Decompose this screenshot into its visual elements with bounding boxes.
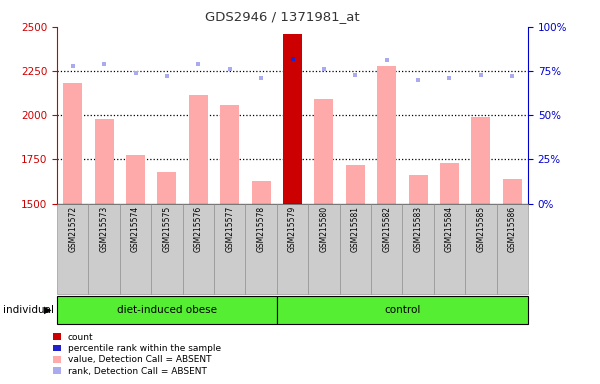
Text: diet-induced obese: diet-induced obese [117, 305, 217, 315]
Bar [314, 99, 334, 204]
Bar [245, 204, 277, 294]
Text: GSM215574: GSM215574 [131, 206, 140, 252]
Legend: count, percentile rank within the sample, value, Detection Call = ABSENT, rank, : count, percentile rank within the sample… [53, 333, 221, 376]
Text: GSM215579: GSM215579 [288, 206, 297, 252]
Text: GSM215582: GSM215582 [382, 206, 391, 252]
Bar [88, 204, 120, 294]
Bar [340, 204, 371, 294]
Bar [465, 204, 497, 294]
Bar [377, 66, 396, 204]
Bar [126, 155, 145, 204]
Bar [497, 204, 528, 294]
Text: GSM215576: GSM215576 [194, 206, 203, 252]
Text: GSM215583: GSM215583 [413, 206, 422, 252]
Bar [283, 34, 302, 204]
Text: GSM215586: GSM215586 [508, 206, 517, 252]
Text: ▶: ▶ [44, 305, 52, 315]
Bar [182, 204, 214, 294]
Bar [57, 296, 277, 324]
Bar [371, 204, 403, 294]
Text: GDS2946 / 1371981_at: GDS2946 / 1371981_at [205, 10, 359, 23]
Text: GSM215584: GSM215584 [445, 206, 454, 252]
Bar [434, 204, 465, 294]
Bar [95, 119, 113, 204]
Bar [308, 204, 340, 294]
Bar [151, 204, 182, 294]
Bar [503, 179, 522, 204]
Bar [346, 165, 365, 204]
Bar [120, 204, 151, 294]
Bar [277, 204, 308, 294]
Bar [157, 172, 176, 204]
Bar [220, 104, 239, 204]
Text: GSM215575: GSM215575 [163, 206, 172, 252]
Text: GSM215573: GSM215573 [100, 206, 109, 252]
Bar [409, 175, 428, 204]
Text: individual: individual [3, 305, 54, 315]
Text: GSM215585: GSM215585 [476, 206, 485, 252]
Text: GSM215581: GSM215581 [351, 206, 360, 252]
Bar [403, 204, 434, 294]
Text: GSM215578: GSM215578 [257, 206, 266, 252]
Bar [57, 204, 88, 294]
Bar [189, 95, 208, 204]
Text: GSM215572: GSM215572 [68, 206, 77, 252]
Text: control: control [384, 305, 421, 315]
Text: GSM215577: GSM215577 [225, 206, 234, 252]
Bar [251, 180, 271, 204]
Bar [472, 117, 490, 204]
Bar [277, 296, 528, 324]
Text: GSM215580: GSM215580 [319, 206, 328, 252]
Bar [214, 204, 245, 294]
Bar [440, 163, 459, 204]
Bar [63, 83, 82, 204]
